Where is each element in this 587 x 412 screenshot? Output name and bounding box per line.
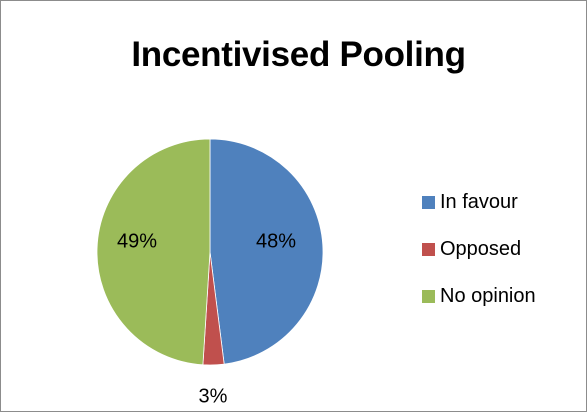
legend-swatch xyxy=(422,195,435,209)
data-label-opposed: 3% xyxy=(199,385,228,407)
legend-label: No opinion xyxy=(440,284,536,307)
legend-item-no-opinion: No opinion xyxy=(422,282,536,310)
legend-swatch xyxy=(422,289,435,303)
legend-label: Opposed xyxy=(440,237,522,260)
legend-item-in-favour: In favour xyxy=(422,188,536,216)
legend-label: In favour xyxy=(440,190,518,213)
data-label-in-favour: 48% xyxy=(256,230,296,252)
legend-swatch xyxy=(422,242,435,256)
pie-slice-in-favour xyxy=(209,138,324,365)
data-label-no-opinion: 49% xyxy=(117,230,157,252)
legend: In favour Opposed No opinion xyxy=(422,188,536,310)
legend-item-opposed: Opposed xyxy=(422,235,536,263)
chart-title: Incentivised Pooling xyxy=(131,35,466,74)
pie-slice-no-opinion xyxy=(96,138,211,366)
